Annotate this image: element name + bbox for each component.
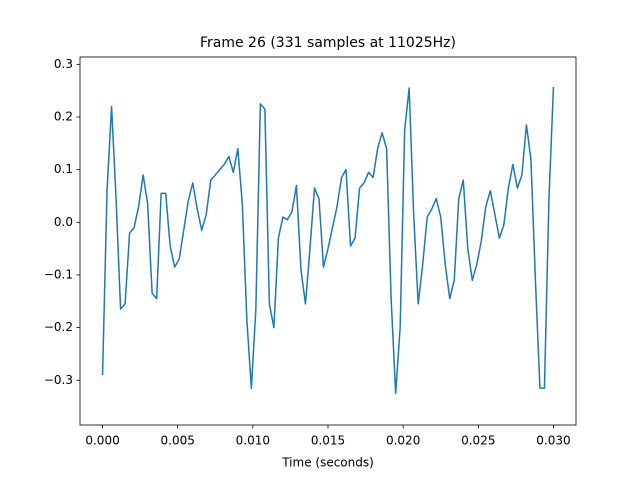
y-tick-label: 0.1 xyxy=(54,162,73,176)
plot-frame xyxy=(79,56,577,426)
y-tick-label: −0.2 xyxy=(44,320,73,334)
y-tick-label: 0.3 xyxy=(54,57,73,71)
x-tick-label: 0.000 xyxy=(85,434,119,448)
y-tick-label: −0.1 xyxy=(44,267,73,281)
y-tick-label: 0.0 xyxy=(54,215,73,229)
chart-title: Frame 26 (331 samples at 11025Hz) xyxy=(200,35,456,51)
x-tick-label: 0.015 xyxy=(311,434,345,448)
x-tick-label: 0.025 xyxy=(461,434,495,448)
x-tick-label: 0.010 xyxy=(236,434,270,448)
x-tick-label: 0.005 xyxy=(161,434,195,448)
x-axis-label: Time (seconds) xyxy=(281,456,374,470)
y-tick-label: −0.3 xyxy=(44,373,73,387)
y-tick-label: 0.2 xyxy=(54,110,73,124)
x-tick-label: 0.030 xyxy=(536,434,570,448)
data-line xyxy=(101,86,555,395)
x-tick-label: 0.020 xyxy=(386,434,420,448)
